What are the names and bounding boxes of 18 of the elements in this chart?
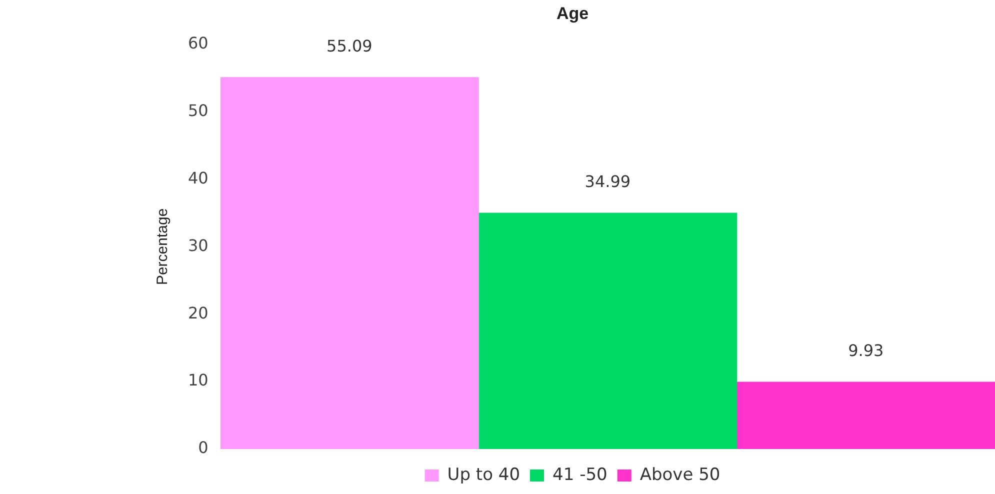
- y-tick-label: 10: [188, 370, 208, 390]
- legend-label: Up to 40: [447, 464, 520, 485]
- y-tick-label: 30: [188, 236, 208, 255]
- data-label: 34.99: [584, 172, 631, 192]
- data-label: 55.09: [326, 36, 372, 56]
- y-tick-label: 20: [188, 303, 208, 322]
- y-tick-label: 60: [188, 34, 208, 53]
- y-tick-label: 0: [198, 438, 208, 458]
- legend-label: Above 50: [640, 464, 720, 485]
- y-tick-label: 50: [188, 100, 208, 120]
- bar: [736, 382, 995, 449]
- legend-label: 41 -50: [552, 464, 608, 485]
- bar: [220, 77, 479, 449]
- bar: [478, 212, 738, 449]
- y-axis-title: Percentage: [154, 208, 172, 286]
- y-tick-label: 40: [188, 168, 208, 188]
- data-label: 9.93: [848, 341, 884, 360]
- chart-title: Age: [556, 4, 589, 23]
